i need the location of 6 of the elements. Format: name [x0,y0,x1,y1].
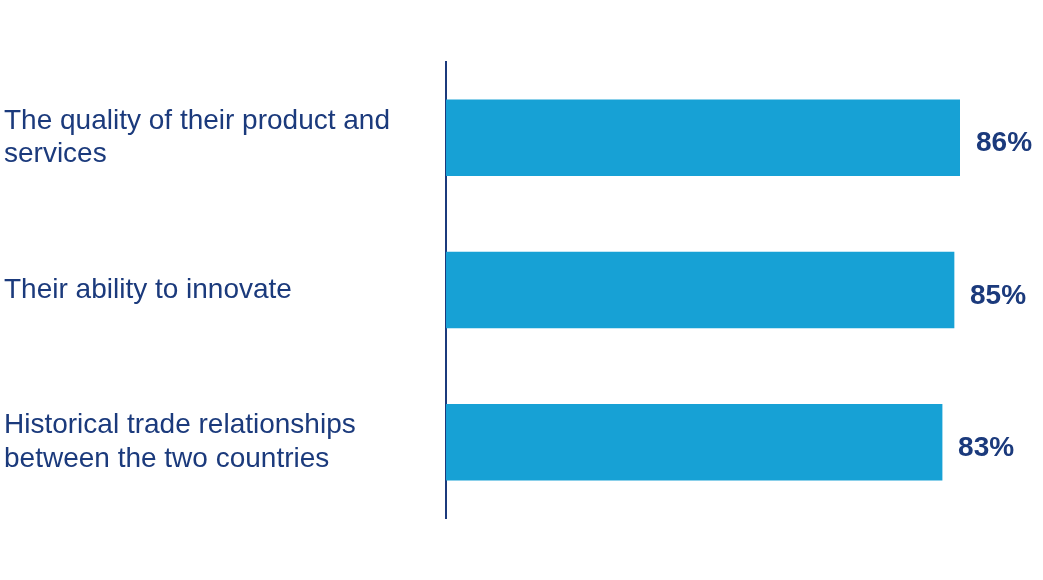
y-tick-label: Their ability to innovate [4,272,292,304]
data-label: 85% [970,278,1027,310]
data-label: 86% [976,126,1033,158]
y-tick-label: The quality of their product and services [4,103,391,169]
data-label: 83% [958,430,1015,462]
y-tick-label: Historical trade relationships between the two countries [4,408,356,473]
